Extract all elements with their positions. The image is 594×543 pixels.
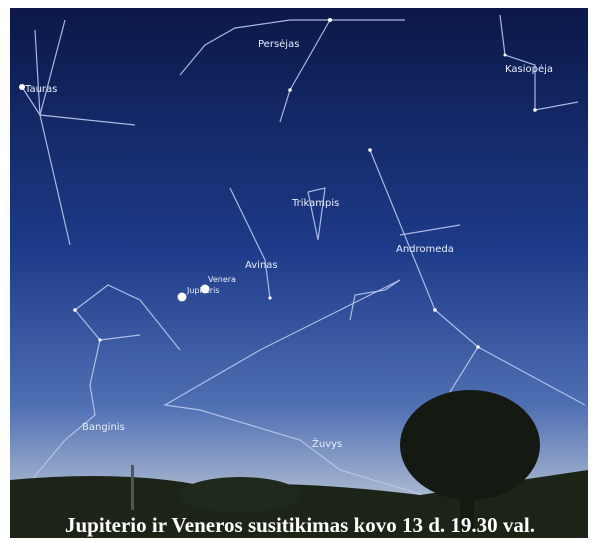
label: Žuvys <box>312 437 342 450</box>
label: Banginis <box>82 422 125 433</box>
label: Persėjas <box>258 39 299 50</box>
label: Venera <box>208 275 236 284</box>
label: Andromeda <box>396 244 454 255</box>
jupiter <box>178 293 187 302</box>
caption: Jupiterio ir Veneros susitikimas kovo 13… <box>65 513 535 537</box>
label: Tauras <box>24 84 57 95</box>
label: Avinas <box>245 260 278 271</box>
label: Trikampis <box>291 198 339 209</box>
label: Kasiopėja <box>505 64 553 75</box>
label: Jupiteris <box>186 286 219 295</box>
sky-map: Tauras Persėjas Kasiopėja Trikampis Andr… <box>0 0 594 543</box>
